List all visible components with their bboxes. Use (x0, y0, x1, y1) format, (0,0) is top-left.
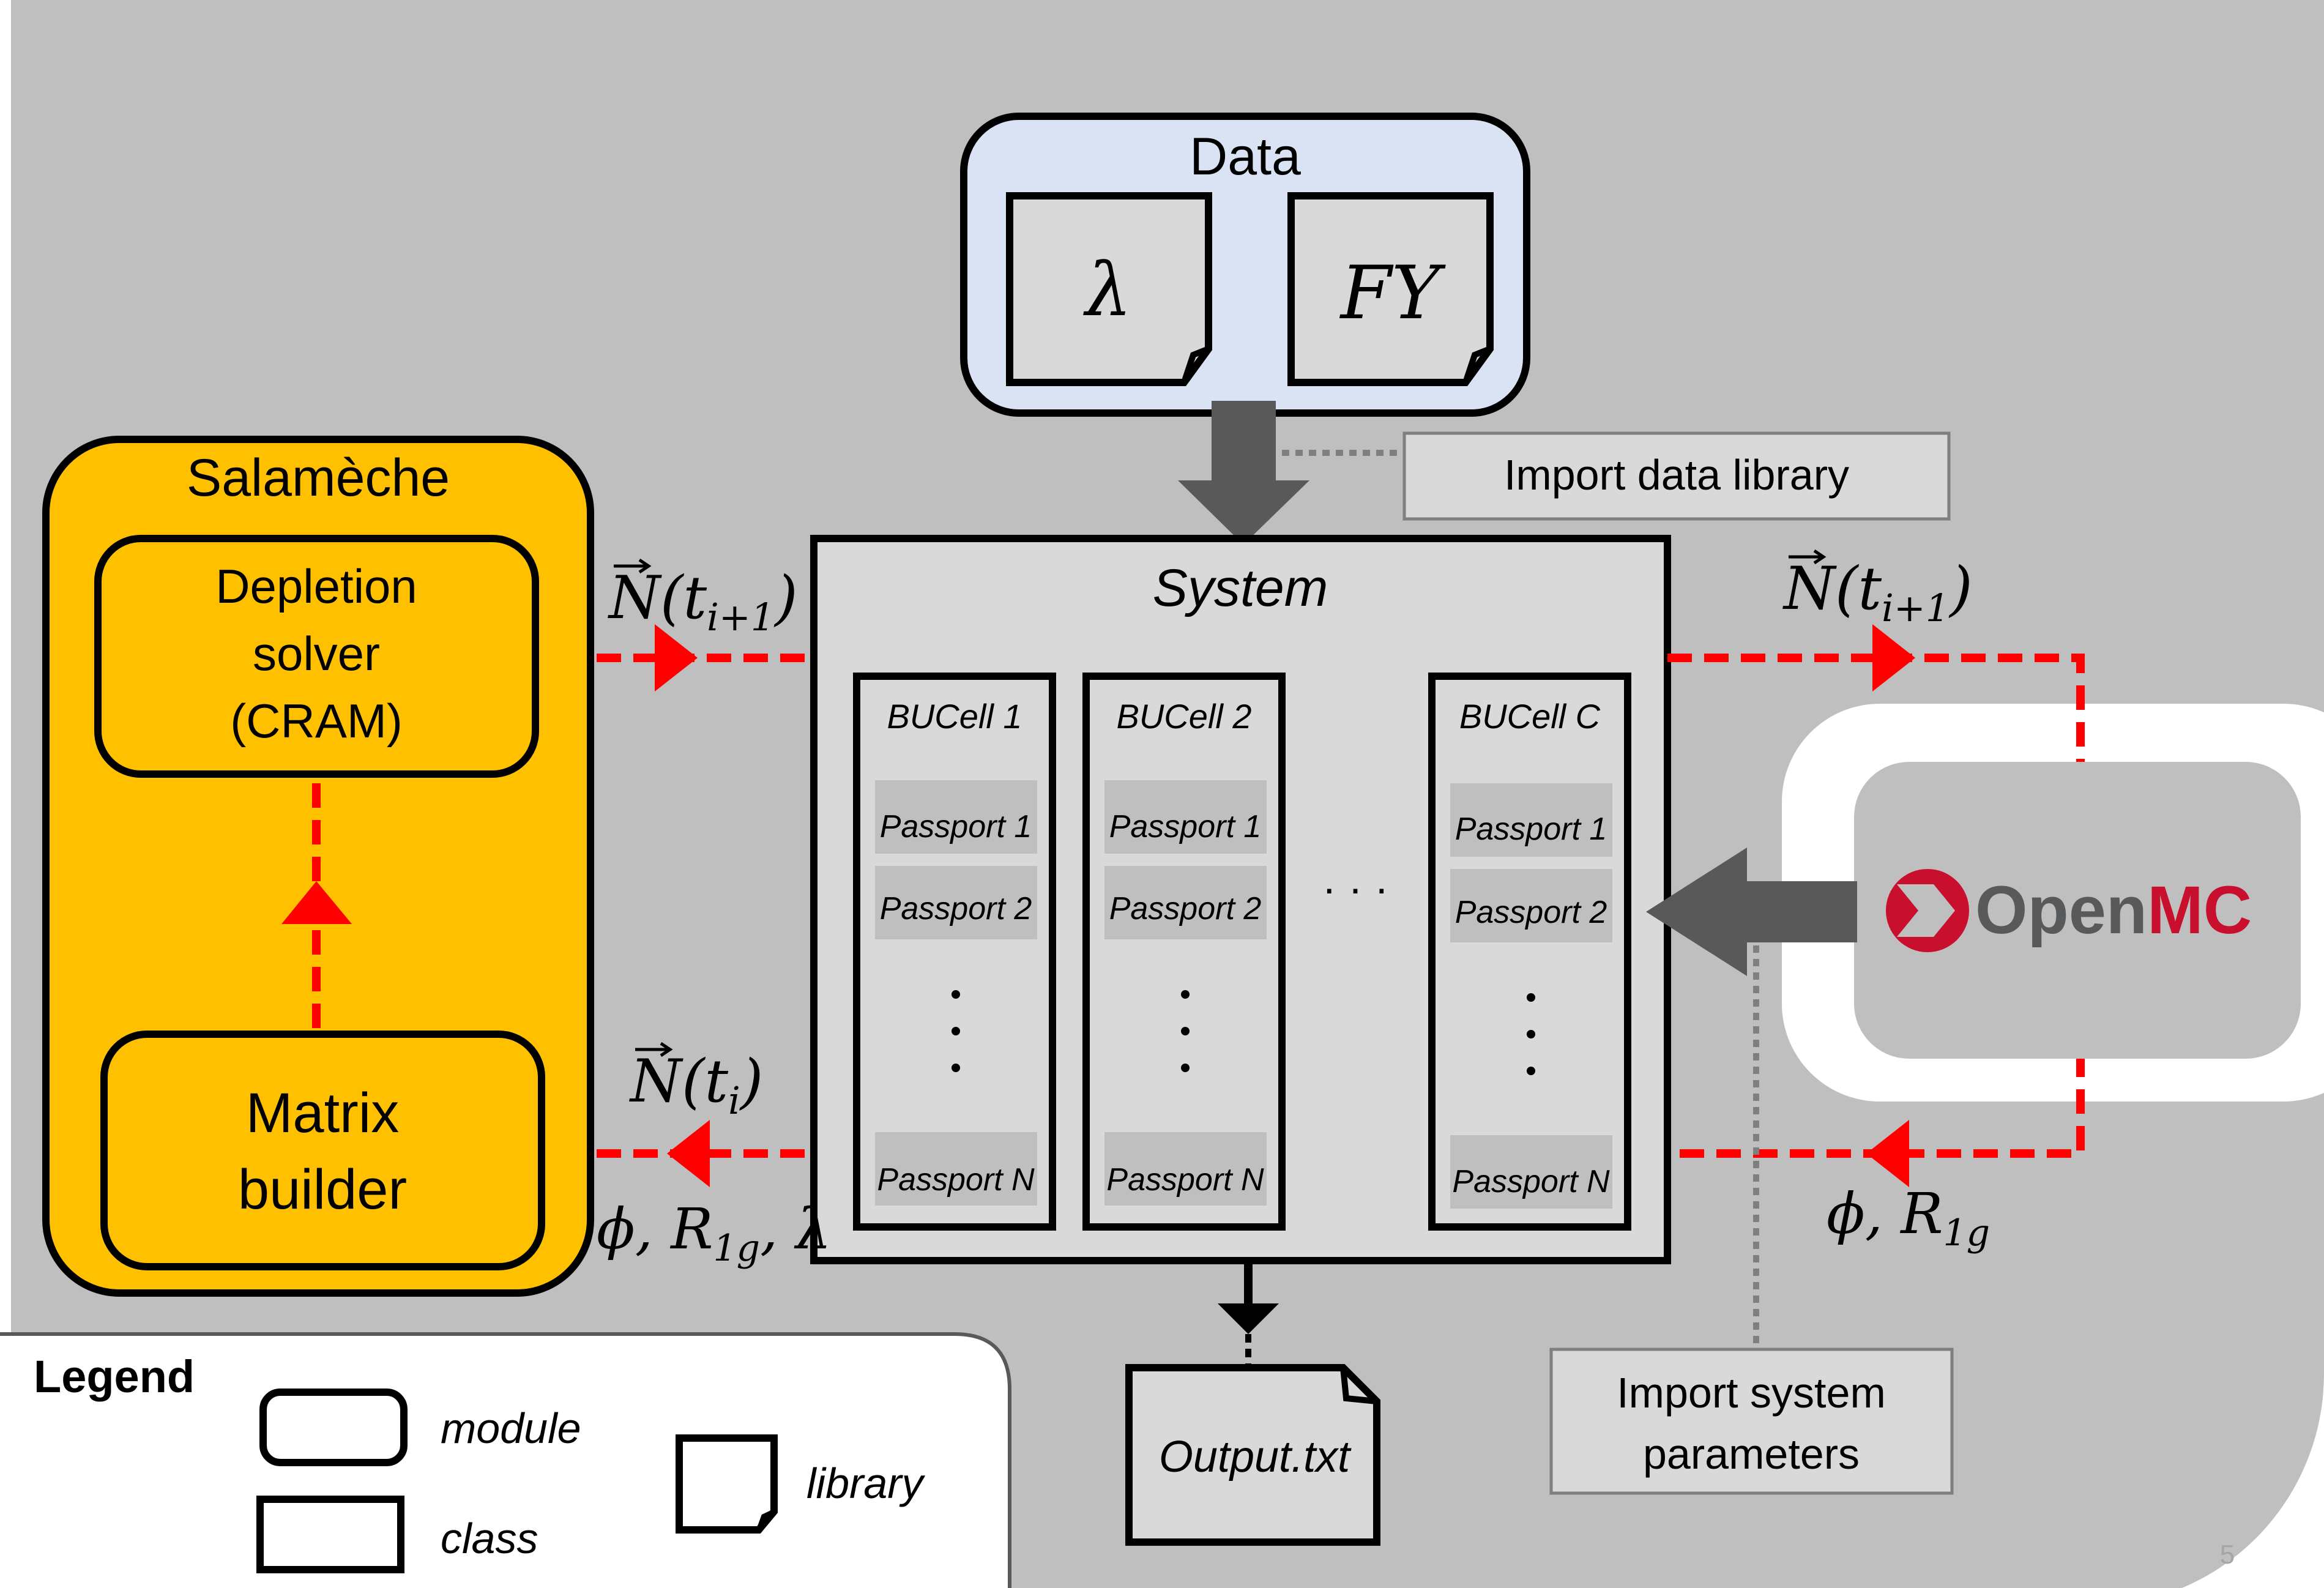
bucell-c: BUCell C Passport 1 Passport 2 Passport … (1428, 673, 1631, 1231)
legend-module-swatch (259, 1389, 408, 1466)
bucell-1-name: BUCell 1 (887, 697, 1022, 736)
import-system-parameters-callout: Import system parameters (1549, 1348, 1954, 1495)
left-bottom-arrow (597, 1120, 814, 1187)
depletion-solver-line-3: (CRAM) (230, 694, 403, 748)
right-params-phi: ϕ, R (1827, 1181, 1943, 1247)
bucell-2-name: BUCell 2 (1117, 697, 1252, 736)
left-top-sub: i+1 (707, 595, 775, 639)
openmc-mc: MC (2147, 873, 2252, 948)
svg-text:ϕ, R1g: ϕ, R1g (1827, 1181, 1990, 1254)
fy-label: FY (1339, 251, 1446, 336)
left-params-sub: 1g (713, 1227, 760, 1270)
legend: Legend module class library (0, 1332, 1011, 1588)
import-data-library-callout: Import data library (1402, 431, 1951, 521)
svg-text:N(ti+1): N(ti+1) (608, 564, 798, 639)
legend-title: Legend (34, 1351, 195, 1402)
data-module: Data λ FY (960, 113, 1530, 417)
salameche-title: Salamèche (187, 449, 450, 507)
openmc-open: Open (1975, 873, 2147, 948)
left-top-paren: (t (660, 564, 707, 632)
lambda-library: λ (1006, 192, 1212, 386)
legend-class-swatch (256, 1496, 404, 1573)
left-bottom-close: ) (739, 1047, 763, 1116)
page-number: 5 (2220, 1540, 2235, 1570)
right-bottom-arrow (1667, 1053, 2085, 1187)
left-bottom-paren: (t (682, 1047, 728, 1116)
depletion-solver-module: Depletion solver (CRAM) (94, 535, 539, 778)
left-bottom-n-label: N(ti) (629, 1042, 763, 1123)
system-class: System BUCell 1 Passport 1 Passport 2 Pa… (810, 535, 1671, 1264)
right-top-arrow (1667, 624, 2085, 765)
right-bottom-params-label: ϕ, R1g (1827, 1181, 1990, 1254)
openmc-module: OpenMC (1854, 762, 2301, 1059)
bucell-1-passport-2: Passport 2 (880, 891, 1032, 926)
output-file-name: Output.txt (1159, 1433, 1352, 1482)
bucell-1: BUCell 1 Passport 1 Passport 2 Passport … (853, 673, 1056, 1231)
legend-class-label: class (441, 1515, 538, 1562)
left-top-close: ) (773, 564, 797, 632)
matrix-builder-module: Matrix builder (100, 1031, 545, 1270)
legend-library-label: library (806, 1459, 926, 1507)
left-params-tail: , λ (760, 1196, 832, 1262)
legend-module-label: module (441, 1404, 581, 1452)
left-bottom-n: N (629, 1047, 683, 1116)
svg-text:N(ti+1): N(ti+1) (1782, 554, 1973, 630)
right-top-close: ) (1948, 554, 1972, 623)
bucell-c-passport-1: Passport 1 (1455, 811, 1607, 847)
bucell-1-passport-n: Passport N (877, 1162, 1035, 1198)
left-bottom-sub: i (728, 1078, 740, 1123)
lambda-symbol: λ (1083, 248, 1132, 333)
svg-text:ϕ, R1g, λ: ϕ, R1g, λ (597, 1196, 832, 1270)
matrix-to-solver-arrowhead (281, 881, 352, 924)
bucell-2-passport-n: Passport N (1106, 1162, 1264, 1198)
bucell-ellipsis: · · · (1322, 864, 1389, 912)
output-library: Output.txt (1125, 1364, 1380, 1546)
svg-text:N(ti): N(ti) (629, 1047, 763, 1123)
system-to-output-arrow (1218, 1261, 1279, 1368)
data-to-system-arrow (1178, 401, 1309, 545)
bucell-c-passport-2: Passport 2 (1455, 895, 1607, 930)
salameche-module: Salamèche Depletion solver (CRAM) Matrix… (42, 436, 594, 1297)
bucell-c-passport-n: Passport N (1452, 1164, 1610, 1199)
system-title: System (1153, 559, 1328, 617)
depletion-solver-line-2: solver (253, 627, 380, 680)
bucell-2: BUCell 2 Passport 1 Passport 2 Passport … (1082, 673, 1286, 1231)
bucell-1-passport-1: Passport 1 (880, 809, 1032, 844)
left-params-phi: ϕ, R (597, 1196, 713, 1262)
right-top-paren: (t (1835, 554, 1882, 623)
bucell-2-passport-1: Passport 1 (1109, 809, 1262, 844)
left-bottom-params-label: ϕ, R1g, λ (597, 1196, 832, 1270)
fy-library: FY (1287, 192, 1494, 386)
matrix-builder-line-2: builder (238, 1158, 407, 1221)
depletion-solver-line-1: Depletion (215, 559, 417, 613)
legend-library-swatch (676, 1434, 778, 1534)
left-top-label: N(ti+1) (608, 558, 798, 639)
import-system-line-2: parameters (1643, 1430, 1860, 1478)
right-params-sub: 1g (1943, 1212, 1990, 1254)
right-top-n: N (1782, 554, 1837, 623)
openmc-to-system-arrow (1646, 848, 1857, 976)
openmc-logo-icon (1886, 869, 1969, 952)
left-top-arrow (597, 624, 814, 691)
bucell-c-name: BUCell C (1459, 697, 1601, 736)
left-top-n: N (608, 564, 662, 632)
right-top-sub: i+1 (1882, 586, 1950, 630)
svg-text:OpenMC: OpenMC (1975, 873, 2252, 948)
matrix-builder-line-1: Matrix (246, 1082, 399, 1144)
import-data-library-label: Import data library (1504, 451, 1849, 499)
right-top-label: N(ti+1) (1782, 549, 1973, 630)
bucell-2-passport-2: Passport 2 (1109, 891, 1262, 926)
data-title: Data (1190, 127, 1301, 186)
import-system-line-1: Import system (1617, 1369, 1886, 1417)
